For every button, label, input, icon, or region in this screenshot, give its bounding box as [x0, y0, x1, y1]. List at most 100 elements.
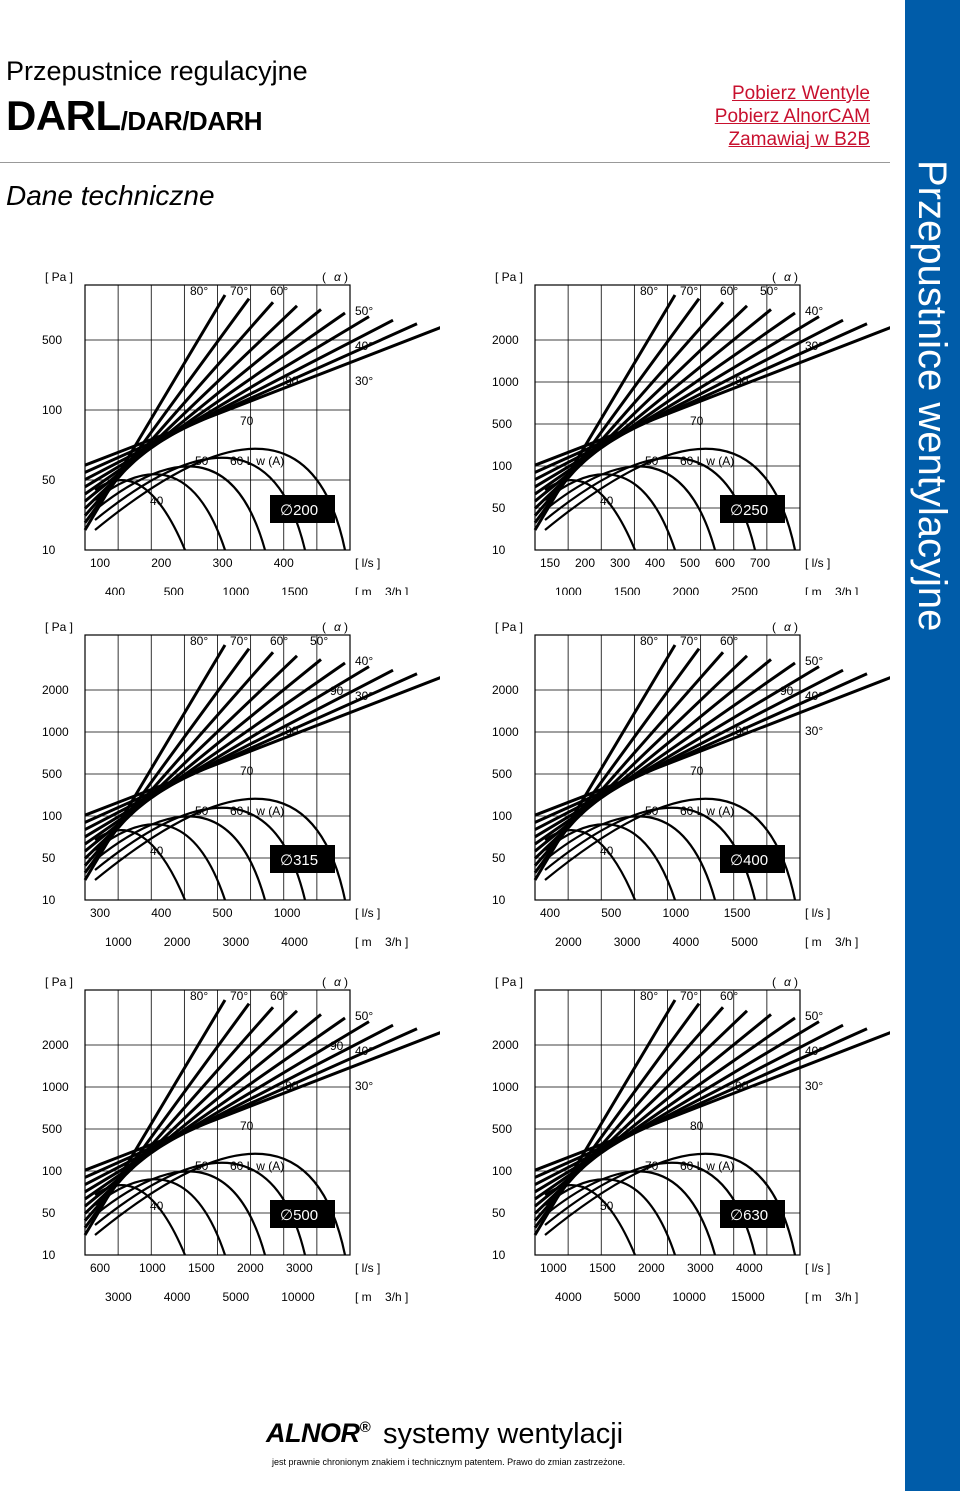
sound-curve-label: 50: [645, 804, 659, 818]
pa-tick-label: 100: [492, 809, 512, 823]
angle-label-right: 50°: [805, 654, 823, 668]
sound-curve-label: 50: [195, 804, 209, 818]
ls-tick-label: 200: [151, 556, 171, 570]
m3-unit-suffix: 3/h ]: [835, 585, 858, 595]
pa-unit-label: [ Pa ]: [495, 270, 523, 284]
pa-tick-label: 100: [42, 1164, 62, 1178]
header-divider: [0, 162, 890, 163]
angle-characteristic-line: [84, 322, 418, 474]
ls-unit-label: [ l/s ]: [355, 906, 380, 920]
alpha-symbol: α: [334, 975, 342, 989]
sound-level-curve: [544, 479, 637, 551]
ls-tick-label: 2000: [638, 1261, 665, 1275]
angle-label-top: 50°: [760, 284, 778, 298]
angle-characteristic-line: [534, 661, 796, 846]
ls-tick-label: 1500: [589, 1261, 616, 1275]
pa-tick-label: 1000: [492, 1080, 519, 1094]
pa-tick-label: 50: [42, 851, 56, 865]
angle-label-right: 40°: [805, 689, 823, 703]
angle-label-right: 50°: [355, 304, 373, 318]
angle-characteristic-line: [534, 318, 844, 481]
alpha-symbol: α: [334, 620, 342, 634]
sound-level-curve: [94, 823, 227, 901]
diameter-badge: [270, 845, 335, 873]
link-order-b2b[interactable]: Zamawiaj w B2B: [728, 129, 871, 150]
angle-characteristic-line: [534, 672, 868, 824]
angle-label-top: 60°: [720, 989, 738, 1003]
sound-level-label: 60 L w (A): [680, 1159, 734, 1173]
pa-tick-label: 500: [42, 333, 62, 347]
pa-tick-label: 1000: [492, 375, 519, 389]
sound-level-curve: [94, 465, 267, 551]
sound-curve-label: 80: [735, 374, 749, 388]
ls-unit-label: [ l/s ]: [355, 1261, 380, 1275]
link-download-alnorcam[interactable]: Pobierz AlnorCAM: [714, 106, 870, 127]
angle-characteristic-line: [83, 301, 275, 517]
sound-curve-label: 40: [150, 1199, 164, 1213]
angle-characteristic-line: [534, 1016, 796, 1201]
pa-tick-label: 1000: [42, 725, 69, 739]
angle-label-top: 70°: [680, 989, 698, 1003]
angle-label-top: 80°: [640, 284, 658, 298]
angle-characteristic-line: [84, 661, 346, 846]
alpha-close: ): [344, 975, 348, 989]
angle-characteristic-line: [84, 311, 346, 496]
angle-label-right: 40°: [355, 339, 373, 353]
diameter-badge-text: ∅400: [730, 852, 768, 869]
angle-characteristic-line: [84, 1013, 322, 1208]
angle-characteristic-line: [534, 326, 890, 467]
m3-tick-label: 2000: [555, 935, 582, 949]
m3-tick-label: 4000: [281, 935, 308, 949]
sound-level-curve: [544, 465, 717, 551]
ls-unit-label: [ l/s ]: [805, 556, 830, 570]
angle-label-top: 50°: [310, 634, 328, 648]
pa-tick-label: 10: [42, 893, 56, 907]
sound-curve-label: 80: [735, 724, 749, 738]
angle-characteristic-line: [533, 1009, 749, 1215]
angle-characteristic-line: [534, 658, 772, 853]
ls-unit-label: [ l/s ]: [355, 556, 380, 570]
sound-curve-label: 80: [285, 724, 299, 738]
angle-label-top: 60°: [720, 634, 738, 648]
ls-unit-label: [ l/s ]: [805, 1261, 830, 1275]
pa-tick-label: 50: [492, 851, 506, 865]
m3-unit-label: [ m: [805, 1290, 822, 1304]
m3-unit-label: [ m: [355, 1290, 372, 1304]
sound-level-curve: [94, 1178, 227, 1256]
sound-level-curve: [94, 473, 227, 551]
pa-unit-label: [ Pa ]: [45, 270, 73, 284]
m3-tick-label: 2500: [731, 585, 758, 595]
sound-level-curve: [94, 1170, 267, 1256]
ls-tick-label: 300: [90, 906, 110, 920]
ls-tick-label: 1500: [188, 1261, 215, 1275]
sound-curve-label: 90: [330, 684, 344, 698]
ls-tick-label: 400: [151, 906, 171, 920]
diameter-badge: [720, 495, 785, 523]
angle-label-right: 30°: [805, 339, 823, 353]
pa-tick-label: 1000: [492, 725, 519, 739]
sound-level-label: 60 L w (A): [230, 454, 284, 468]
sound-curve-label: 80: [285, 374, 299, 388]
m3-tick-label: 4000: [673, 935, 700, 949]
angle-characteristic-line: [534, 676, 890, 817]
registered-mark: ®: [359, 1419, 371, 1436]
m3-unit-label: [ m: [355, 935, 372, 949]
link-download-wentyle[interactable]: Pobierz Wentyle: [732, 83, 870, 104]
sound-curve-label: 50: [195, 1159, 209, 1173]
alpha-close: ): [344, 270, 348, 284]
sound-curve-label: 70: [690, 414, 704, 428]
sound-curve-label: 40: [600, 494, 614, 508]
angle-characteristic-line: [84, 676, 440, 817]
sidebar-label: Przepustnice wentylacyjne: [910, 160, 954, 632]
sound-curve-label: 70: [240, 1119, 254, 1133]
alpha-open: (: [772, 270, 776, 284]
alpha-open: (: [322, 975, 326, 989]
angle-characteristic-line: [534, 1020, 820, 1194]
ls-tick-label: 1000: [663, 906, 690, 920]
sound-curve-label: 70: [645, 1159, 659, 1173]
angle-label-top: 80°: [190, 284, 208, 298]
ls-tick-label: 2000: [237, 1261, 264, 1275]
angle-label-right: 30°: [805, 724, 823, 738]
angle-label-right: 40°: [805, 1044, 823, 1058]
angle-characteristic-line: [534, 1031, 890, 1172]
